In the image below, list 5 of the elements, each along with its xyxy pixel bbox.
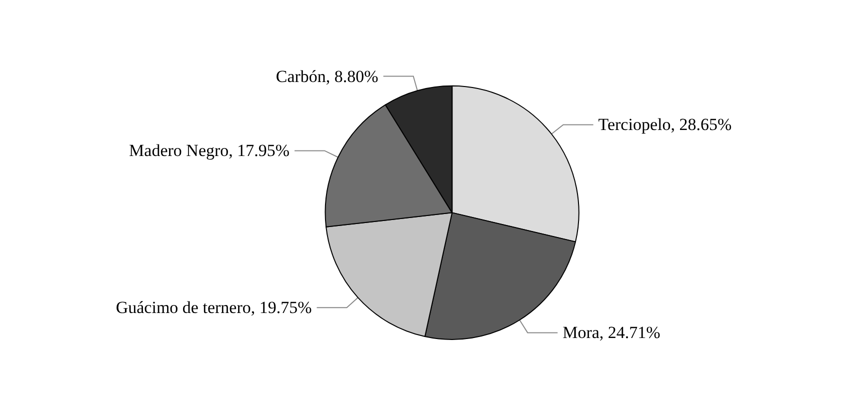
slice-label: Mora, 24.71% <box>562 323 660 342</box>
slice-label: Madero Negro, 17.95% <box>129 141 290 160</box>
slice-label: Carbón, 8.80% <box>276 66 378 86</box>
slice-label: Guácimo de ternero, 19.75% <box>116 298 312 318</box>
slice-label: Terciopelo, 28.65% <box>598 115 732 134</box>
